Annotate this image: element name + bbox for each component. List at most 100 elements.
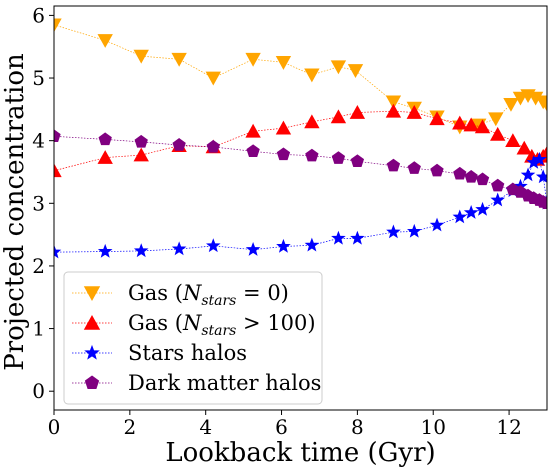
data-point (475, 201, 490, 216)
data-point (540, 196, 547, 209)
data-point (453, 166, 467, 180)
data-point (490, 192, 505, 207)
data-point (350, 154, 365, 168)
data-point (429, 217, 445, 232)
y-tick-label: 0 (32, 379, 45, 403)
data-point (532, 151, 547, 166)
data-point (516, 140, 532, 155)
legend-box (63, 271, 323, 405)
data-point (206, 238, 221, 253)
data-point (349, 105, 366, 119)
y-tick-label: 1 (32, 317, 45, 341)
series-line (54, 158, 547, 253)
data-point (276, 238, 291, 253)
y-axis-label: Projected concentration (0, 53, 30, 371)
data-point (331, 151, 346, 164)
series-3 (54, 129, 547, 209)
data-point (54, 163, 62, 178)
series-0 (54, 18, 547, 135)
data-point (475, 172, 490, 186)
data-point (407, 161, 421, 174)
data-point (407, 223, 422, 238)
series-line (54, 24, 547, 128)
data-point (134, 134, 148, 148)
y-tick-label: 2 (32, 254, 45, 278)
data-point (429, 111, 445, 126)
data-point (330, 109, 347, 124)
data-point (133, 147, 149, 162)
legend-label: Stars halos (128, 341, 247, 365)
data-point (245, 123, 261, 138)
legend-marker (83, 315, 101, 330)
series-layer (54, 18, 547, 259)
x-tick-label: 10 (421, 415, 446, 439)
data-point (133, 49, 149, 64)
legend-marker (84, 375, 100, 390)
data-point (54, 244, 62, 259)
data-point (385, 95, 402, 110)
data-point (474, 119, 491, 134)
y-tick-label: 4 (32, 129, 45, 153)
data-point (304, 68, 320, 83)
data-point (539, 145, 547, 160)
data-point (430, 163, 444, 177)
data-point (276, 147, 291, 161)
data-point (133, 243, 149, 258)
data-point (490, 126, 506, 141)
data-point (304, 237, 320, 252)
legend: Gas (Nstars = 0)Gas (Nstars > 100)Stars … (63, 271, 323, 405)
data-point (205, 71, 221, 86)
data-point (206, 139, 220, 153)
data-point (304, 114, 320, 129)
data-point (97, 243, 113, 258)
legend-label: Dark matter halos (128, 371, 321, 395)
data-point (97, 150, 113, 164)
data-point (171, 52, 187, 67)
data-point (491, 178, 505, 192)
legend-entry: Stars halos (72, 341, 247, 365)
legend-entry: Gas (Nstars = 0) (72, 281, 289, 309)
data-point (464, 170, 478, 183)
data-point (275, 56, 292, 70)
data-point (539, 97, 547, 112)
legend-marker (84, 344, 100, 360)
x-axis-label: Lookback time (Gyr) (165, 438, 435, 468)
legend-label: Gas (Nstars = 0) (128, 281, 289, 309)
data-point (520, 167, 536, 182)
data-point (385, 103, 402, 118)
y-tick-label: 5 (32, 66, 45, 90)
data-point (331, 230, 346, 245)
series-line (54, 135, 547, 204)
data-point (452, 115, 468, 130)
series-2 (54, 151, 547, 259)
data-point (463, 117, 479, 132)
plot-frame (53, 5, 548, 411)
data-point (172, 138, 186, 151)
legend-entry: Gas (Nstars > 100) (72, 311, 316, 339)
data-point (463, 205, 479, 219)
data-point (245, 242, 261, 256)
data-point (535, 169, 547, 184)
legend-label: Gas (Nstars > 100) (128, 311, 316, 339)
data-point (98, 132, 112, 146)
data-point (350, 230, 365, 245)
data-point (406, 105, 422, 119)
x-tick-label: 2 (123, 415, 136, 439)
x-tick-label: 0 (48, 415, 61, 439)
data-point (386, 158, 401, 172)
y-tick-label: 6 (32, 3, 45, 27)
data-point (386, 224, 401, 239)
y-tick-label: 3 (32, 191, 45, 215)
data-point (330, 60, 347, 75)
data-point (171, 241, 187, 256)
data-point (452, 209, 468, 224)
data-point (503, 97, 519, 112)
data-point (97, 34, 113, 48)
data-point (54, 18, 62, 33)
data-point (246, 144, 260, 157)
data-point (275, 120, 292, 135)
legend-marker (83, 286, 101, 301)
x-tick-label: 4 (199, 415, 212, 439)
x-tick-label: 12 (496, 415, 521, 439)
